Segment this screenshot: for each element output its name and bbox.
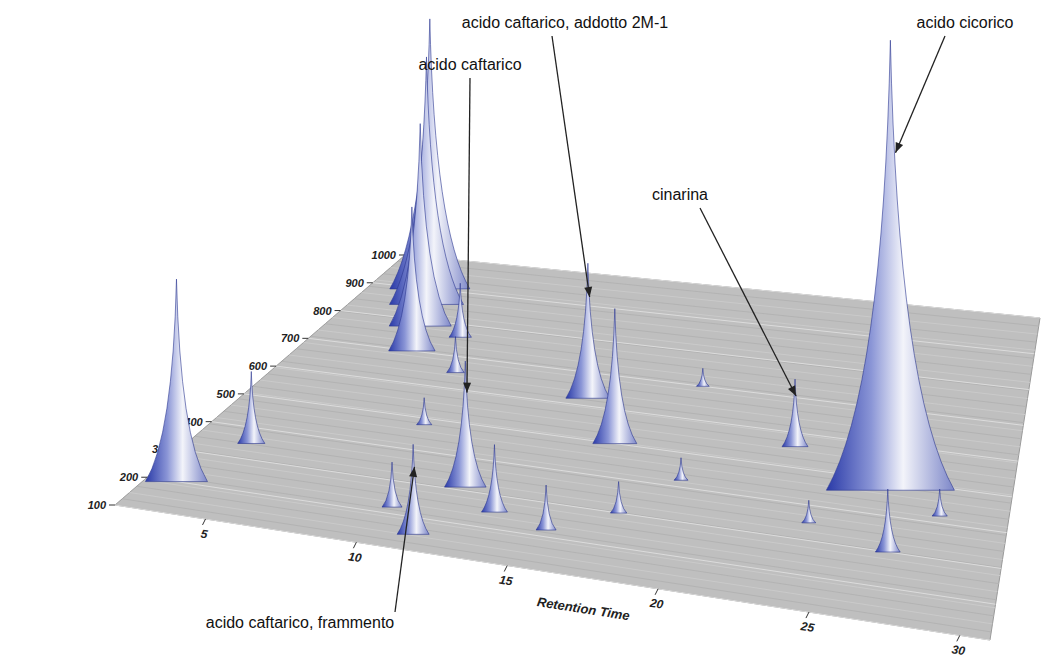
annotation-arrowhead bbox=[409, 467, 417, 477]
annotation-arrow bbox=[896, 36, 945, 153]
grid-line bbox=[147, 477, 995, 604]
y-tick-label: 600 bbox=[249, 360, 268, 372]
peak bbox=[481, 445, 507, 513]
y-tick-label: 800 bbox=[313, 305, 332, 317]
y-tick-label: 200 bbox=[119, 471, 139, 483]
peak bbox=[593, 309, 637, 444]
y-tick-label: 500 bbox=[217, 388, 236, 400]
annotation-arrowhead bbox=[788, 385, 796, 396]
peak bbox=[674, 458, 688, 481]
texture-line bbox=[398, 261, 1039, 326]
x-tick-label: 30 bbox=[951, 642, 967, 658]
x-tick bbox=[806, 612, 809, 618]
annotation-arrowhead bbox=[896, 142, 904, 153]
y-tick bbox=[109, 505, 115, 506]
x-tick bbox=[957, 635, 960, 641]
peak bbox=[932, 489, 947, 516]
peaks bbox=[145, 19, 954, 552]
texture-line bbox=[376, 280, 1035, 350]
x-tick-label: 25 bbox=[799, 619, 816, 635]
annotation-label: acido caftarico bbox=[418, 56, 521, 73]
y-tick-label: 900 bbox=[345, 277, 364, 289]
y-tick bbox=[270, 366, 276, 367]
peak bbox=[417, 398, 432, 425]
x-tick bbox=[353, 542, 356, 548]
x-axis-title: Retention Time bbox=[536, 594, 631, 623]
y-tick-label: 1000 bbox=[372, 249, 397, 261]
y-tick-label: 700 bbox=[281, 332, 300, 344]
x-tick bbox=[655, 589, 658, 595]
y-tick bbox=[238, 393, 244, 394]
peak bbox=[826, 40, 954, 490]
grid-line bbox=[373, 283, 1035, 354]
peak bbox=[447, 337, 465, 373]
annotation-label: cinarina bbox=[652, 186, 708, 203]
annotation-arrow bbox=[700, 208, 796, 396]
annotation-arrow bbox=[552, 36, 590, 297]
peak bbox=[875, 489, 900, 552]
peak bbox=[802, 500, 816, 523]
texture-line bbox=[151, 474, 996, 600]
x-tick-label: 5 bbox=[200, 527, 209, 542]
peak bbox=[145, 279, 207, 482]
x-tick bbox=[504, 566, 507, 572]
annotation-label: acido cicorico bbox=[917, 14, 1014, 31]
y-tick-label: 100 bbox=[88, 499, 107, 511]
annotation-arrowhead bbox=[584, 287, 592, 297]
y-tick bbox=[367, 282, 373, 283]
peak bbox=[445, 361, 487, 487]
y-tick bbox=[141, 477, 147, 478]
texture-line bbox=[391, 268, 1038, 335]
x-tick bbox=[203, 519, 206, 525]
peak bbox=[696, 368, 709, 386]
peak bbox=[238, 371, 265, 443]
peak bbox=[389, 207, 435, 351]
annotation-arrow bbox=[395, 467, 414, 612]
annotation-arrowhead bbox=[463, 383, 471, 393]
x-tick-label: 20 bbox=[648, 596, 665, 612]
x-tick-label: 10 bbox=[347, 549, 363, 565]
grid-line bbox=[405, 255, 1040, 318]
peak bbox=[397, 444, 429, 534]
annotation-arrow bbox=[467, 78, 470, 393]
peak bbox=[389, 124, 451, 327]
x-tick-label: 15 bbox=[498, 573, 514, 589]
y-tick bbox=[302, 338, 308, 339]
peak bbox=[610, 482, 626, 514]
peak bbox=[382, 462, 402, 507]
peak bbox=[782, 379, 808, 447]
annotation-label: acido caftarico, addotto 2M-1 bbox=[462, 14, 668, 31]
y-tick bbox=[335, 310, 341, 311]
peak bbox=[536, 485, 556, 530]
y-tick bbox=[206, 421, 212, 422]
annotation-label: acido caftarico, frammento bbox=[206, 614, 395, 631]
chart: 1002003004005006007008009001000510152025… bbox=[0, 0, 1048, 667]
annotations: acido caftarico acido caftarico, addotto … bbox=[206, 14, 1014, 631]
texture-line bbox=[144, 480, 995, 608]
